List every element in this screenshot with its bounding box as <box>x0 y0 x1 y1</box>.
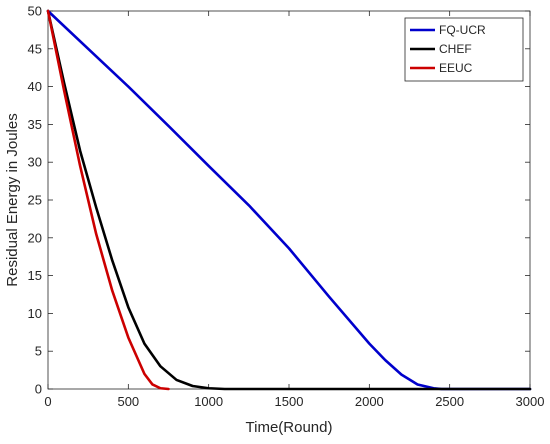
y-tick-label: 25 <box>28 193 42 208</box>
legend-label: FQ-UCR <box>439 23 486 37</box>
x-axis-title: Time(Round) <box>246 419 333 436</box>
series-line-eeuc <box>46 9 170 391</box>
y-tick-label: 50 <box>28 4 42 19</box>
x-tick-label: 1000 <box>194 394 223 409</box>
y-tick-label: 0 <box>35 382 42 397</box>
y-tick-label: 15 <box>28 268 42 283</box>
series-layer <box>46 9 532 391</box>
y-tick-label: 30 <box>28 155 42 170</box>
x-tick-label: 3000 <box>516 394 545 409</box>
x-tick-label: 2500 <box>435 394 464 409</box>
y-tick-label: 5 <box>35 344 42 359</box>
legend-label: EEUC <box>439 61 473 75</box>
series-line-chef <box>46 9 532 391</box>
x-tick-label: 500 <box>117 394 139 409</box>
y-tick-label: 20 <box>28 230 42 245</box>
y-axis-title: Residual Energy in Joules <box>4 113 21 286</box>
legend-label: CHEF <box>439 42 472 56</box>
y-tick-label: 35 <box>28 117 42 132</box>
x-tick-label: 1500 <box>275 394 304 409</box>
y-tick-label: 45 <box>28 41 42 56</box>
x-tick-label: 0 <box>44 394 51 409</box>
y-tick-label: 10 <box>28 306 42 321</box>
legend: FQ-UCR CHEF EEUC <box>404 17 524 82</box>
x-tick-label: 2000 <box>355 394 384 409</box>
axis-ticks: 0 500 1000 1500 2000 2500 3000 0 5 10 15 20 25 30 35 40… <box>28 4 545 410</box>
y-tick-label: 40 <box>28 79 42 94</box>
